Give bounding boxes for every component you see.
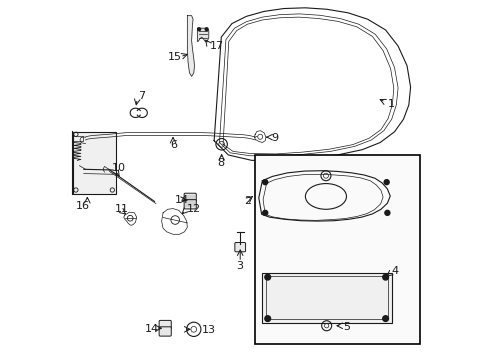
Circle shape xyxy=(384,180,388,185)
Bar xyxy=(265,276,387,319)
Bar xyxy=(261,273,391,323)
FancyBboxPatch shape xyxy=(234,243,245,252)
Circle shape xyxy=(197,28,200,31)
Text: 14: 14 xyxy=(144,324,158,334)
Circle shape xyxy=(382,274,387,280)
Text: 10: 10 xyxy=(112,163,126,173)
Text: 16: 16 xyxy=(76,201,90,211)
Text: 12: 12 xyxy=(186,203,201,213)
Text: 2: 2 xyxy=(244,197,250,206)
Circle shape xyxy=(384,210,389,215)
FancyBboxPatch shape xyxy=(184,193,196,203)
Text: 8: 8 xyxy=(217,158,224,168)
Text: 5: 5 xyxy=(342,322,349,332)
Text: 11: 11 xyxy=(115,204,129,214)
Bar xyxy=(255,155,419,344)
Circle shape xyxy=(262,210,267,215)
Text: 1: 1 xyxy=(386,99,394,109)
Text: 3: 3 xyxy=(236,261,243,271)
FancyBboxPatch shape xyxy=(184,200,196,209)
Text: 4: 4 xyxy=(391,266,398,276)
FancyBboxPatch shape xyxy=(159,320,171,330)
Circle shape xyxy=(262,180,267,185)
Circle shape xyxy=(264,274,270,280)
Text: 15: 15 xyxy=(168,53,182,63)
FancyBboxPatch shape xyxy=(159,327,171,336)
Text: 9: 9 xyxy=(271,133,278,143)
Circle shape xyxy=(205,28,207,31)
Text: 14: 14 xyxy=(175,195,188,205)
Circle shape xyxy=(382,316,387,321)
Polygon shape xyxy=(187,16,194,76)
Text: 7: 7 xyxy=(138,91,145,101)
Bar xyxy=(73,132,116,194)
Text: 6: 6 xyxy=(170,140,177,150)
Text: 13: 13 xyxy=(201,325,215,335)
Circle shape xyxy=(264,316,270,321)
Text: 17: 17 xyxy=(209,41,223,51)
Polygon shape xyxy=(197,28,208,41)
